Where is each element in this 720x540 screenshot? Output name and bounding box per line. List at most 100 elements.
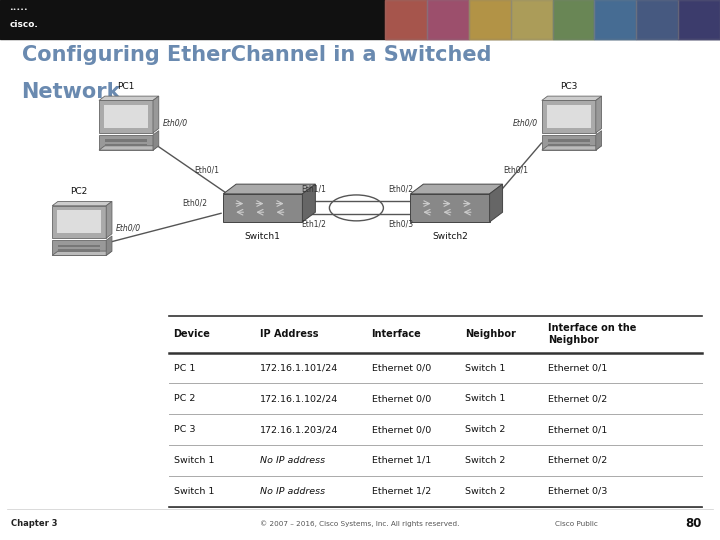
- Bar: [548, 139, 590, 142]
- Text: Ethernet 1/2: Ethernet 1/2: [372, 487, 431, 496]
- Text: Eth0/2: Eth0/2: [182, 198, 207, 207]
- Text: Device: Device: [174, 329, 210, 339]
- Polygon shape: [53, 201, 112, 206]
- Bar: [53, 240, 107, 255]
- Polygon shape: [153, 131, 158, 150]
- Text: Switch1: Switch1: [245, 232, 281, 241]
- Text: 172.16.1.102/24: 172.16.1.102/24: [260, 394, 338, 403]
- Text: Ethernet 0/0: Ethernet 0/0: [372, 394, 431, 403]
- Bar: [58, 245, 101, 247]
- Text: Interface: Interface: [372, 329, 421, 339]
- Text: Ethernet 1/1: Ethernet 1/1: [372, 456, 431, 465]
- Text: 172.16.1.101/24: 172.16.1.101/24: [260, 363, 338, 373]
- Bar: [99, 135, 153, 150]
- Text: PC2: PC2: [71, 187, 88, 196]
- Bar: [105, 139, 147, 142]
- Text: Neighbor: Neighbor: [465, 329, 516, 339]
- Text: Switch 2: Switch 2: [465, 487, 505, 496]
- Bar: [427, 0, 469, 39]
- Text: Eth0/0: Eth0/0: [117, 224, 141, 233]
- Bar: [469, 0, 510, 39]
- Bar: [548, 144, 590, 146]
- Polygon shape: [107, 236, 112, 255]
- Text: Interface on the
Neighbor: Interface on the Neighbor: [548, 323, 636, 346]
- Bar: [553, 0, 595, 39]
- Text: Eth0/1: Eth0/1: [504, 166, 528, 174]
- Text: Ethernet 0/2: Ethernet 0/2: [548, 456, 607, 465]
- Bar: [553, 0, 595, 39]
- Text: Chapter 3: Chapter 3: [11, 519, 58, 528]
- Bar: [104, 105, 148, 128]
- Text: Eth0/0: Eth0/0: [163, 119, 188, 127]
- Text: PC 1: PC 1: [174, 363, 195, 373]
- Bar: [636, 0, 678, 39]
- Bar: [57, 210, 102, 233]
- Text: Ethernet 0/2: Ethernet 0/2: [548, 394, 607, 403]
- Text: PC1: PC1: [117, 82, 135, 91]
- Text: Eth1/2: Eth1/2: [301, 220, 325, 228]
- Bar: [99, 100, 153, 133]
- Text: Switch 2: Switch 2: [465, 456, 505, 465]
- Polygon shape: [107, 201, 112, 238]
- Polygon shape: [99, 96, 158, 100]
- Text: Switch 1: Switch 1: [465, 363, 505, 373]
- Polygon shape: [596, 96, 602, 133]
- Text: 80: 80: [685, 517, 702, 530]
- Polygon shape: [223, 184, 315, 194]
- Polygon shape: [490, 184, 503, 222]
- Bar: [58, 249, 101, 252]
- Bar: [510, 0, 553, 39]
- Bar: [410, 194, 490, 222]
- Text: PC3: PC3: [560, 82, 577, 91]
- Text: Switch 1: Switch 1: [174, 456, 214, 465]
- Bar: [469, 0, 510, 39]
- Bar: [542, 100, 596, 133]
- Text: IP Address: IP Address: [260, 329, 318, 339]
- Bar: [427, 0, 469, 39]
- Bar: [542, 135, 596, 150]
- Text: Eth0/2: Eth0/2: [389, 185, 413, 193]
- Bar: [169, 316, 702, 507]
- Text: 172.16.1.203/24: 172.16.1.203/24: [260, 425, 338, 434]
- Text: No IP address: No IP address: [260, 456, 325, 465]
- Text: Ethernet 0/1: Ethernet 0/1: [548, 363, 607, 373]
- Polygon shape: [542, 96, 602, 100]
- Bar: [678, 0, 720, 39]
- Text: Network: Network: [22, 82, 121, 102]
- Polygon shape: [153, 96, 158, 133]
- Text: Cisco Public: Cisco Public: [554, 521, 598, 527]
- Bar: [53, 206, 107, 238]
- Polygon shape: [596, 131, 602, 150]
- Text: Ethernet 0/0: Ethernet 0/0: [372, 363, 431, 373]
- Text: Ethernet 0/1: Ethernet 0/1: [548, 425, 607, 434]
- Text: Eth0/1: Eth0/1: [194, 166, 219, 174]
- Polygon shape: [410, 184, 503, 194]
- Text: Eth0/3: Eth0/3: [389, 220, 413, 228]
- Text: Switch 1: Switch 1: [465, 394, 505, 403]
- Bar: [385, 0, 427, 39]
- Bar: [223, 194, 302, 222]
- Text: Configuring EtherChannel in a Switched: Configuring EtherChannel in a Switched: [22, 45, 491, 65]
- Text: Switch 2: Switch 2: [465, 425, 505, 434]
- Text: Eth0/0: Eth0/0: [513, 119, 537, 127]
- Text: © 2007 – 2016, Cisco Systems, Inc. All rights reserved.: © 2007 – 2016, Cisco Systems, Inc. All r…: [261, 521, 459, 527]
- Polygon shape: [53, 251, 112, 255]
- Bar: [105, 144, 147, 146]
- Text: PC 3: PC 3: [174, 425, 195, 434]
- Bar: [510, 0, 553, 39]
- Text: Ethernet 0/3: Ethernet 0/3: [548, 487, 607, 496]
- Text: Switch2: Switch2: [432, 232, 468, 241]
- Bar: [385, 0, 427, 39]
- Text: •••••: •••••: [9, 7, 28, 12]
- Text: Ethernet 0/0: Ethernet 0/0: [372, 425, 431, 434]
- Bar: [678, 0, 720, 39]
- Text: cisco.: cisco.: [9, 19, 38, 29]
- Bar: [595, 0, 636, 39]
- Text: Eth1/1: Eth1/1: [301, 185, 325, 193]
- Text: PC 2: PC 2: [174, 394, 195, 403]
- Bar: [595, 0, 636, 39]
- Bar: [546, 105, 591, 128]
- Text: No IP address: No IP address: [260, 487, 325, 496]
- Bar: [636, 0, 678, 39]
- Polygon shape: [542, 146, 602, 150]
